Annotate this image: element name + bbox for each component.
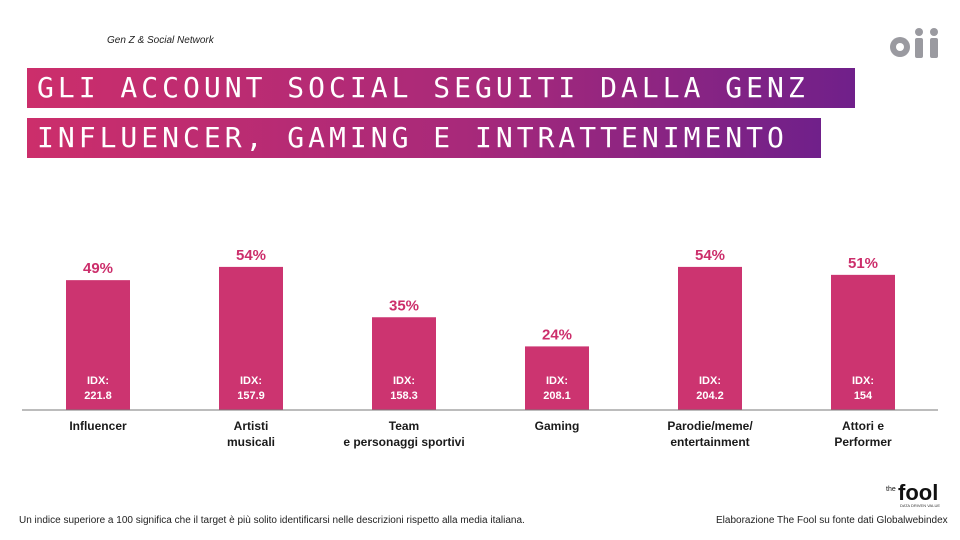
category-label: Performer xyxy=(834,435,892,449)
idx-value: 221.8 xyxy=(84,390,112,402)
oii-logo xyxy=(890,28,938,58)
bar xyxy=(372,317,436,410)
svg-text:the: the xyxy=(886,486,896,493)
idx-label: IDX: xyxy=(546,375,568,387)
idx-value: 154 xyxy=(854,390,873,402)
idx-value: 158.3 xyxy=(390,390,418,402)
bar xyxy=(831,274,895,410)
category-label: Parodie/meme/ xyxy=(667,419,753,433)
bar xyxy=(219,266,283,410)
idx-label: IDX: xyxy=(393,375,415,387)
category-label: Artisti xyxy=(234,419,269,433)
value-label: 49% xyxy=(83,260,113,277)
idx-label: IDX: xyxy=(240,375,262,387)
category-label: e personaggi sportivi xyxy=(343,435,464,449)
bar xyxy=(678,266,742,410)
value-label: 54% xyxy=(236,247,266,264)
svg-text:DATA DRIVEN VALUE: DATA DRIVEN VALUE xyxy=(900,503,940,508)
idx-label: IDX: xyxy=(699,375,721,387)
value-label: 51% xyxy=(848,255,878,272)
footnote: Un indice superiore a 100 significa che … xyxy=(19,515,525,526)
category-label: Influencer xyxy=(69,419,127,433)
idx-label: IDX: xyxy=(852,375,874,387)
title-line-1: GLI ACCOUNT SOCIAL SEGUITI DALLA GENZ xyxy=(27,68,855,108)
section-label: Gen Z & Social Network xyxy=(107,35,214,46)
category-label: musicali xyxy=(227,435,275,449)
idx-label: IDX: xyxy=(87,375,109,387)
idx-value: 157.9 xyxy=(237,390,265,402)
value-label: 24% xyxy=(542,326,572,343)
source-note: Elaborazione The Fool su fonte dati Glob… xyxy=(716,515,948,526)
category-label: Gaming xyxy=(535,419,580,433)
title-line-2: INFLUENCER, GAMING E INTRATTENIMENTO xyxy=(27,118,821,158)
the-fool-logo: the fool DATA DRIVEN VALUE xyxy=(886,480,940,508)
value-label: 54% xyxy=(695,247,725,264)
idx-value: 204.2 xyxy=(696,390,724,402)
value-label: 35% xyxy=(389,297,419,314)
bar xyxy=(525,346,589,410)
category-label: Attori e xyxy=(842,419,884,433)
svg-text:fool: fool xyxy=(898,480,938,505)
idx-value: 208.1 xyxy=(543,390,571,402)
category-label: entertainment xyxy=(670,435,749,449)
bar xyxy=(66,280,130,410)
category-label: Team xyxy=(389,419,419,433)
